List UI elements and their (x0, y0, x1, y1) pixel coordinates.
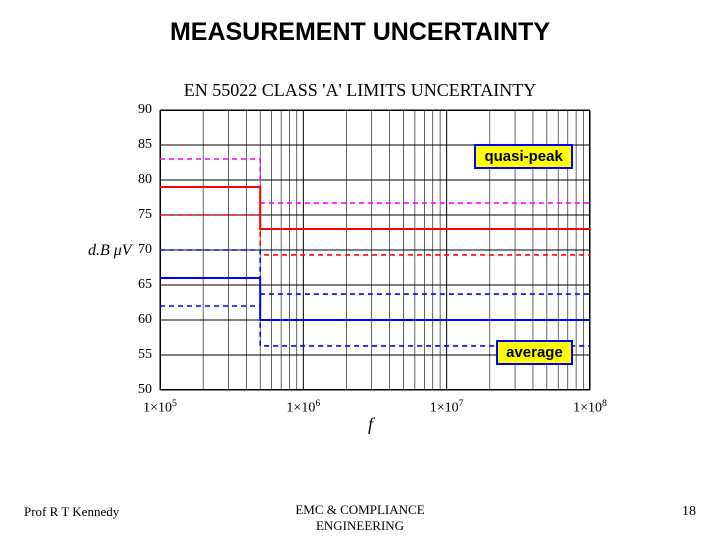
y-tick-label: 55 (138, 347, 152, 363)
y-tick-label: 50 (138, 382, 152, 398)
x-tick-label: 1×106 (286, 398, 320, 417)
x-axis-label: f (368, 414, 373, 435)
footer-course: EMC & COMPLIANCEENGINEERING (0, 502, 720, 534)
y-tick-label: 80 (138, 172, 152, 188)
y-tick-label: 70 (138, 242, 152, 258)
x-tick-label: 1×105 (143, 398, 177, 417)
y-tick-label: 60 (138, 312, 152, 328)
chart-title: EN 55022 CLASS 'A' LIMITS UNCERTAINTY (0, 80, 720, 101)
legend-average: average (496, 340, 573, 365)
y-axis-label: d.B μV (88, 242, 132, 260)
y-tick-label: 85 (138, 137, 152, 153)
x-tick-label: 1×108 (573, 398, 607, 417)
slide-title: MEASUREMENT UNCERTAINTY (0, 18, 720, 47)
chart-plot-area: 5055606570758085901×1051×1061×1071×108qu… (160, 110, 590, 390)
y-tick-label: 75 (138, 207, 152, 223)
x-tick-label: 1×107 (430, 398, 464, 417)
slide: MEASUREMENT UNCERTAINTY EN 55022 CLASS '… (0, 0, 720, 540)
footer-page-number: 18 (682, 504, 696, 520)
y-tick-label: 65 (138, 277, 152, 293)
legend-quasi-peak: quasi-peak (474, 144, 572, 169)
y-tick-label: 90 (138, 102, 152, 118)
